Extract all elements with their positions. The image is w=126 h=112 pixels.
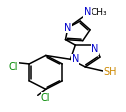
Text: N: N [64, 23, 72, 33]
Text: CH₃: CH₃ [90, 8, 107, 17]
Text: Cl: Cl [41, 93, 51, 102]
Text: N: N [84, 7, 91, 17]
Text: Cl: Cl [9, 62, 19, 72]
Text: N: N [91, 44, 99, 54]
Text: N: N [72, 54, 79, 64]
Text: SH: SH [103, 67, 117, 77]
